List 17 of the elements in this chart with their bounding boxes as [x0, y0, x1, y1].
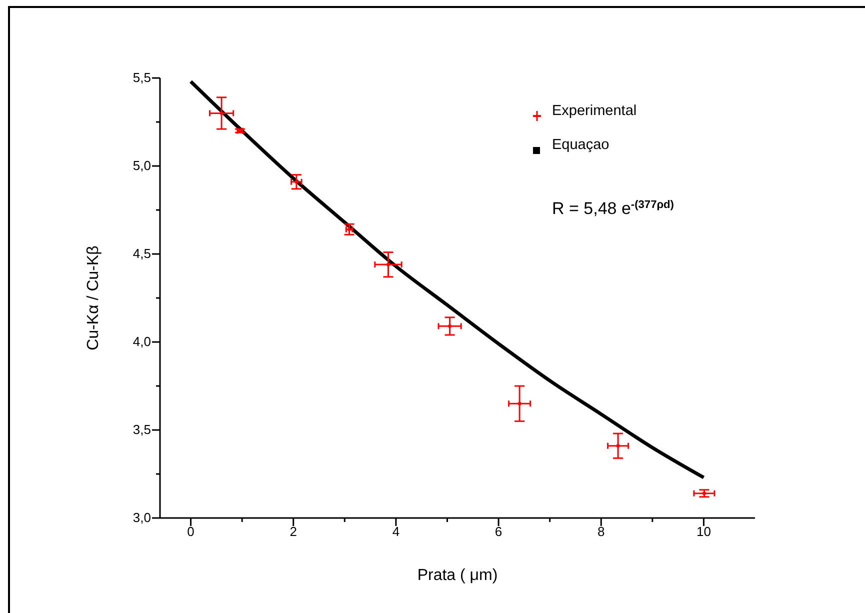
x-tick-label: 4: [392, 524, 400, 540]
annotation: R = 5,48 e$^{-(377ρd)}$: [552, 199, 674, 218]
y-axis-title: Cu-Kα / Cu-Kβ: [85, 246, 102, 350]
y-tick-label: 4,0: [132, 334, 151, 350]
legend-label: Equaçao: [552, 137, 610, 153]
legend-label: Experimental: [552, 103, 637, 119]
x-tick-label: 6: [494, 524, 502, 540]
x-tick-label: 8: [598, 524, 605, 540]
x-tick-label: 0: [187, 524, 194, 540]
y-tick-label: 4,5: [132, 246, 151, 262]
x-axis-title: Prata ( μm): [417, 567, 498, 584]
y-tick-label: 3,5: [132, 422, 151, 438]
x-tick-label: 10: [696, 524, 711, 540]
x-tick-label: 2: [290, 524, 297, 540]
y-tick-label: 5,0: [132, 158, 151, 174]
y-tick-label: 3,0: [132, 510, 151, 526]
y-tick-label: 5,5: [132, 70, 151, 86]
